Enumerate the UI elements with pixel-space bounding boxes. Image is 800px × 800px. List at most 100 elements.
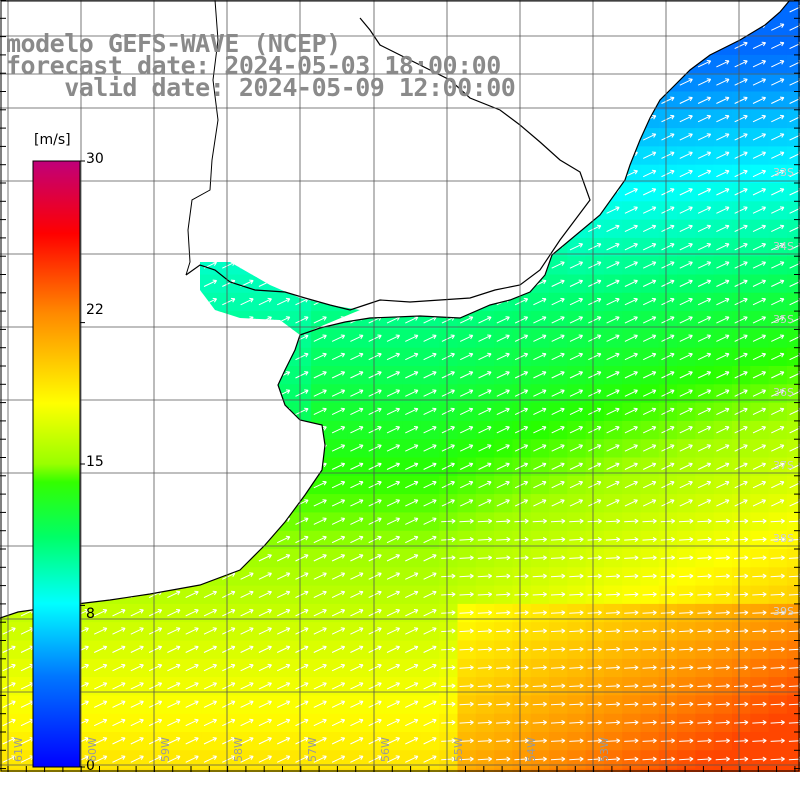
wind-cell bbox=[311, 512, 330, 532]
wind-arrow bbox=[752, 537, 767, 543]
wind-arrow bbox=[423, 480, 437, 489]
wind-cell bbox=[494, 366, 513, 385]
wind-arrow bbox=[477, 683, 493, 689]
wind-arrow bbox=[588, 389, 602, 397]
wind-cell bbox=[402, 567, 422, 587]
wind-arrow bbox=[167, 462, 181, 470]
wind-arrow bbox=[441, 114, 455, 123]
wind-cell bbox=[786, 274, 800, 294]
wind-cell bbox=[640, 402, 660, 422]
wind-arrow bbox=[185, 114, 199, 123]
wind-cell bbox=[0, 695, 19, 715]
wind-arrow bbox=[624, 555, 639, 561]
wind-arrow bbox=[368, 682, 382, 690]
wind-arrow bbox=[258, 5, 272, 13]
wind-cell bbox=[91, 402, 111, 422]
wind-arrow bbox=[441, 555, 456, 561]
wind-arrow bbox=[258, 718, 272, 727]
wind-arrow bbox=[697, 60, 712, 68]
wind-arrow bbox=[167, 5, 181, 13]
wind-cell bbox=[347, 457, 367, 477]
wind-cell bbox=[329, 457, 349, 477]
wind-arrow bbox=[295, 316, 309, 324]
wind-cell bbox=[677, 91, 696, 111]
wind-arrow bbox=[423, 627, 437, 635]
wind-cell bbox=[695, 457, 715, 477]
wind-cell bbox=[549, 329, 568, 349]
wind-cell bbox=[329, 219, 349, 239]
wind-cell bbox=[732, 146, 751, 166]
wind-arrow bbox=[551, 114, 565, 123]
wind-cell bbox=[439, 146, 459, 166]
wind-cell bbox=[750, 311, 770, 330]
wind-cell bbox=[237, 530, 257, 550]
wind-arrow bbox=[679, 738, 694, 744]
wind-arrow bbox=[295, 224, 309, 233]
wind-cell bbox=[732, 219, 751, 239]
wind-cell bbox=[402, 0, 422, 19]
wind-cell bbox=[219, 439, 239, 459]
wind-cell bbox=[274, 109, 294, 129]
wind-cell bbox=[128, 713, 147, 733]
wind-arrow bbox=[642, 334, 657, 342]
wind-cell bbox=[585, 36, 605, 56]
wind-cell bbox=[91, 494, 111, 513]
wind-cell bbox=[91, 366, 111, 385]
wind-arrow bbox=[697, 169, 712, 178]
wind-arrow bbox=[423, 700, 437, 708]
wind-arrow bbox=[533, 114, 547, 123]
wind-cell bbox=[658, 274, 678, 294]
wind-arrow bbox=[93, 279, 108, 287]
wind-cell bbox=[713, 274, 733, 294]
wind-cell bbox=[292, 622, 312, 642]
wind-arrow bbox=[588, 334, 602, 342]
wind-arrow bbox=[459, 756, 474, 762]
wind-arrow bbox=[478, 352, 492, 361]
wind-cell bbox=[786, 73, 800, 93]
wind-cell bbox=[768, 164, 788, 184]
wind-cell bbox=[292, 567, 312, 587]
wind-cell bbox=[677, 274, 696, 294]
wind-arrow bbox=[368, 718, 382, 727]
wind-arrow bbox=[112, 243, 126, 251]
wind-cell bbox=[402, 439, 422, 459]
wind-cell bbox=[439, 0, 459, 19]
wind-cell bbox=[622, 311, 642, 330]
wind-cell bbox=[585, 457, 605, 477]
wind-arrow bbox=[313, 609, 327, 617]
wind-arrow bbox=[405, 609, 419, 617]
wind-arrow bbox=[752, 462, 767, 470]
wind-cell bbox=[512, 475, 532, 495]
wind-arrow bbox=[240, 297, 254, 306]
wind-arrow bbox=[222, 188, 236, 196]
wind-arrow bbox=[588, 78, 602, 86]
wind-arrow bbox=[423, 682, 437, 690]
wind-arrow bbox=[569, 96, 584, 104]
wind-cell bbox=[585, 237, 605, 257]
wind-arrow bbox=[2, 499, 16, 507]
wind-arrow bbox=[679, 683, 694, 689]
wind-arrow bbox=[386, 627, 401, 635]
wind-arrow bbox=[423, 206, 437, 214]
wind-arrow bbox=[423, 371, 437, 379]
wind-arrow bbox=[697, 243, 712, 251]
wind-cell bbox=[622, 237, 642, 257]
wind-arrow bbox=[716, 407, 730, 416]
wind-arrow bbox=[441, 701, 456, 707]
wind-cell bbox=[750, 329, 770, 349]
wind-arrow bbox=[313, 627, 327, 635]
wind-arrow bbox=[295, 572, 309, 580]
wind-cell bbox=[786, 494, 800, 513]
wind-arrow bbox=[569, 480, 584, 489]
wind-arrow bbox=[624, 352, 638, 361]
wind-cell bbox=[329, 347, 349, 367]
wind-arrow bbox=[514, 610, 529, 616]
wind-arrow bbox=[313, 755, 327, 763]
wind-cell bbox=[237, 109, 257, 129]
wind-arrow bbox=[441, 169, 455, 178]
wind-arrow bbox=[770, 610, 785, 616]
wind-arrow bbox=[661, 279, 675, 287]
wind-cell bbox=[512, 366, 532, 385]
wind-cell bbox=[219, 695, 239, 715]
wind-cell bbox=[384, 713, 404, 733]
